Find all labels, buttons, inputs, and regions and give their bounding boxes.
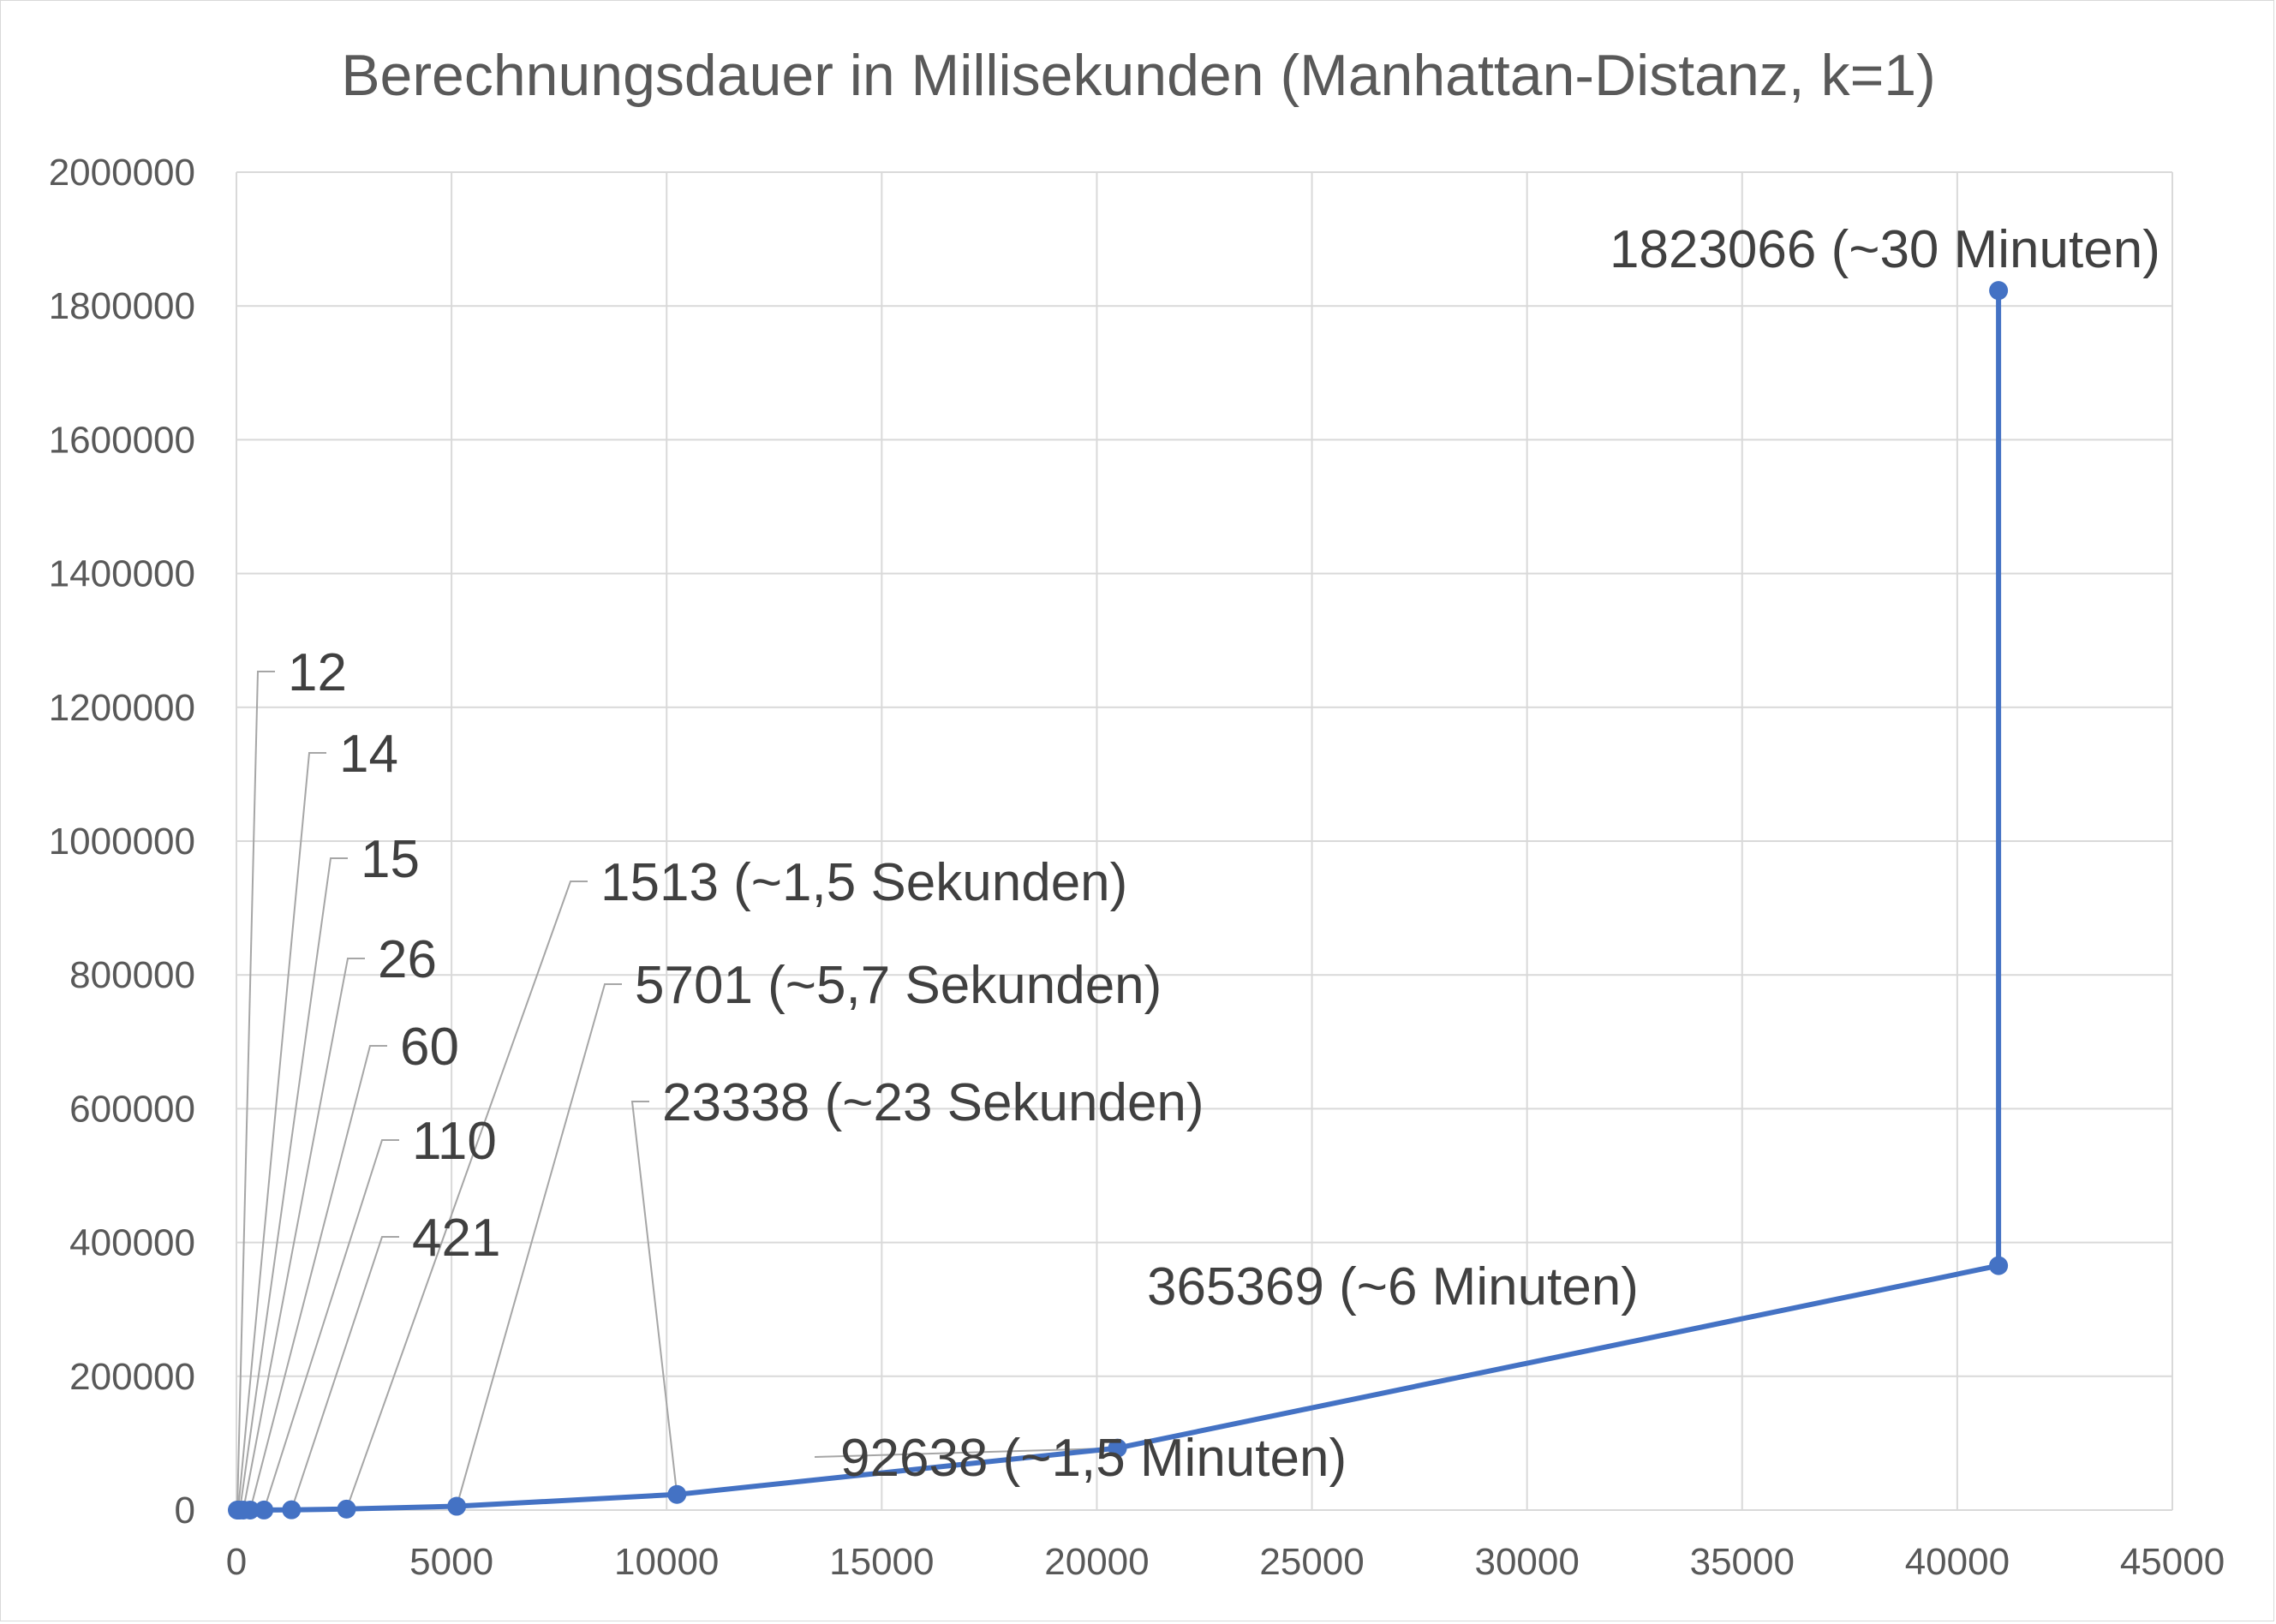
- data-label: 12: [288, 643, 347, 702]
- y-tick-label: 1200000: [49, 687, 195, 729]
- grid-layer: [236, 171, 2173, 1511]
- x-tick-label: 20000: [1044, 1541, 1149, 1583]
- data-point: [1989, 1256, 2009, 1275]
- data-point: [1108, 1438, 1127, 1458]
- data-label: 23338 (~23 Sekunden): [662, 1073, 1204, 1132]
- y-tick-label: 0: [175, 1490, 195, 1531]
- y-tick-label: 1400000: [49, 553, 195, 595]
- data-point: [241, 1500, 260, 1520]
- data-label: 60: [400, 1018, 459, 1077]
- data-label: 421: [412, 1209, 500, 1268]
- label-leader-line: [242, 958, 365, 1511]
- data-label: 26: [378, 930, 437, 989]
- x-tick-label: 40000: [1905, 1541, 2010, 1583]
- y-tick-label: 2000000: [49, 152, 195, 194]
- x-tick-label: 25000: [1259, 1541, 1364, 1583]
- chart-title: Berechnungsdauer in Millisekunden (Manha…: [341, 43, 1936, 108]
- data-point: [667, 1484, 687, 1504]
- y-tick-label: 400000: [69, 1222, 195, 1264]
- label-leader-line: [237, 752, 326, 1511]
- y-tick-label: 1600000: [49, 419, 195, 461]
- label-leader-line: [239, 857, 348, 1511]
- data-label: 1513 (~1,5 Sekunden): [600, 853, 1127, 912]
- series-layer: [228, 281, 2009, 1520]
- label-leader-line: [290, 1236, 399, 1510]
- x-tick-label: 5000: [409, 1541, 493, 1583]
- data-point: [1989, 281, 2009, 301]
- x-tick-label: 35000: [1690, 1541, 1795, 1583]
- data-label: 14: [339, 725, 398, 784]
- data-label: 5701 (~5,7 Sekunden): [635, 956, 1162, 1015]
- x-tick-label: 45000: [2120, 1541, 2225, 1583]
- data-point: [282, 1500, 302, 1520]
- y-tick-label: 1000000: [49, 821, 195, 863]
- x-tick-label: 10000: [614, 1541, 719, 1583]
- axis-tick-labels: 0200000400000600000800000100000012000001…: [49, 152, 2225, 1583]
- data-label: 110: [412, 1112, 497, 1171]
- x-tick-label: 0: [226, 1541, 247, 1583]
- y-tick-label: 800000: [69, 954, 195, 996]
- data-labels: 12 14 15 26 60 110 421 1513 (~1,5 Sekunden) 5701…: [288, 220, 2160, 1488]
- y-tick-label: 1800000: [49, 285, 195, 327]
- label-leader-line: [236, 671, 275, 1511]
- data-label: 1823066 (~30 Minuten): [1610, 220, 2160, 279]
- x-tick-label: 15000: [829, 1541, 934, 1583]
- label-leader-line: [263, 1139, 399, 1511]
- label-leader-line: [456, 983, 622, 1507]
- leader-lines: [236, 671, 1118, 1511]
- data-label: 15: [361, 830, 420, 889]
- data-label: 92638 (~1,5 Minuten): [840, 1429, 1347, 1488]
- label-leader-line: [345, 881, 588, 1510]
- label-leader-line: [630, 1101, 678, 1495]
- y-tick-label: 200000: [69, 1356, 195, 1398]
- x-tick-label: 30000: [1474, 1541, 1579, 1583]
- data-point: [447, 1496, 467, 1516]
- label-leader-line: [249, 1045, 387, 1511]
- data-label: 365369 (~6 Minuten): [1147, 1257, 1639, 1317]
- data-point: [254, 1500, 274, 1520]
- label-leader-line: [814, 1447, 1118, 1458]
- data-point: [337, 1499, 356, 1519]
- y-tick-label: 600000: [69, 1088, 195, 1130]
